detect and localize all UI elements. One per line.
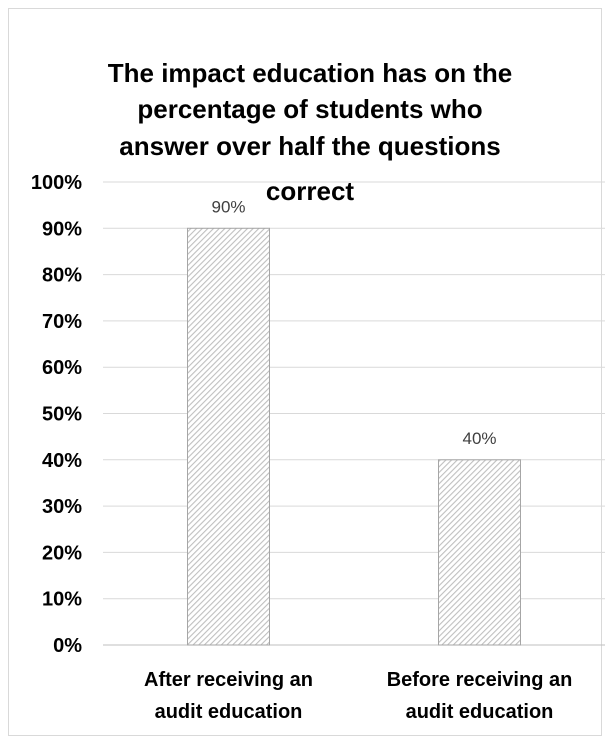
y-tick-label: 10% (42, 589, 82, 611)
y-tick-label: 40% (42, 450, 82, 472)
y-tick-label: 30% (42, 496, 82, 518)
chart-title-line-4: correct (266, 176, 354, 206)
chart-title-line-2: percentage of students who (137, 94, 482, 124)
y-tick-label: 50% (42, 404, 82, 426)
data-label: 40% (462, 429, 496, 448)
x-tick-label: audit education (155, 701, 303, 723)
x-axis-ticks: After receiving an audit education Before … (144, 669, 572, 723)
y-tick-label: 70% (42, 311, 82, 333)
data-label: 90% (211, 197, 245, 216)
bars (187, 227, 521, 646)
y-tick-label: 80% (42, 265, 82, 287)
y-tick-label: 60% (42, 357, 82, 379)
y-tick-label: 0% (53, 635, 82, 657)
data-labels: 90% 40% (211, 197, 496, 447)
x-tick-label: Before receiving an (387, 669, 573, 691)
bar (187, 227, 270, 646)
bar (438, 459, 521, 646)
chart-title: The impact education has on the percenta… (108, 58, 513, 206)
y-axis-ticks: 0% 10% 20% 30% 40% 50% 60% 70% 80% 90% 100% (31, 172, 82, 657)
chart-title-line-1: The impact education has on the (108, 58, 513, 88)
x-tick-label: After receiving an (144, 669, 313, 691)
y-tick-label: 100% (31, 172, 82, 194)
y-tick-label: 90% (42, 218, 82, 240)
gridlines (103, 181, 605, 646)
chart-title-line-3: answer over half the questions (119, 131, 500, 161)
y-tick-label: 20% (42, 542, 82, 564)
x-tick-label: audit education (406, 701, 554, 723)
